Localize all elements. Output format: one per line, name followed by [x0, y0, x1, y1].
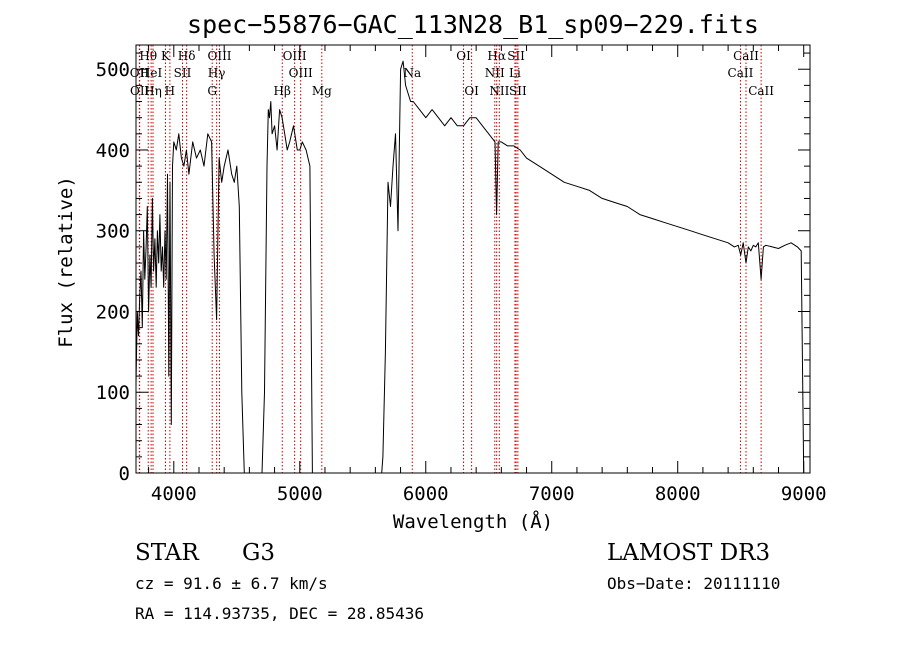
object-class: STAR — [135, 540, 199, 566]
x-tick-label: 8000 — [655, 483, 701, 505]
line-marker-label: OI — [456, 49, 471, 63]
y-axis-ticks: 0 100 200 300 400 500 — [96, 52, 810, 485]
object-subclass: G3 — [242, 540, 275, 566]
line-marker-label: Na — [403, 66, 421, 80]
x-axis-label: Wavelength (Å) — [393, 510, 553, 533]
y-tick-label: 100 — [96, 382, 130, 404]
line-marker-label: OIII — [283, 49, 307, 63]
line-marker-label: CaII — [748, 84, 774, 98]
line-marker-label: Hη — [144, 84, 162, 98]
x-tick-label: 5000 — [277, 483, 323, 505]
line-marker-label: SII — [509, 84, 527, 98]
y-tick-label: 500 — [96, 59, 130, 81]
line-marker-label: NII — [489, 84, 509, 98]
line-marker-label: SII — [507, 49, 525, 63]
line-marker-label: OI — [464, 84, 479, 98]
x-tick-label: 7000 — [529, 483, 575, 505]
line-marker-label: SII — [174, 66, 192, 80]
y-tick-label: 200 — [96, 301, 130, 323]
redshift-text: cz = 91.6 ± 6.7 km/s — [135, 574, 328, 593]
line-marker-label: CaII — [733, 49, 759, 63]
line-marker-label: CaII — [728, 66, 754, 80]
line-marker-label: Hθ — [139, 49, 157, 63]
line-marker-label: OIII — [289, 66, 313, 80]
spectrum-series — [135, 60, 805, 474]
x-tick-label: 9000 — [781, 483, 827, 505]
spectrum-line-0 — [135, 60, 805, 474]
y-axis-label: Flux (relative) — [55, 176, 77, 348]
chart-title: spec−55876−GAC_113N28_B1_sp09−229.fits — [187, 10, 759, 39]
line-marker-label: OIII — [207, 49, 231, 63]
line-marker-label: NII — [485, 66, 505, 80]
line-marker-label: HeI — [140, 66, 163, 80]
line-marker-label: G — [207, 84, 217, 98]
line-marker-label: OII — [130, 84, 150, 98]
line-marker-label: Li — [509, 66, 521, 80]
x-axis-ticks: 4000 5000 6000 7000 8000 9000 — [148, 45, 827, 505]
line-marker-label: Hβ — [274, 84, 291, 98]
line-marker-label: K — [161, 49, 171, 63]
plot-frame — [135, 44, 811, 474]
y-tick-label: 400 — [96, 140, 130, 162]
x-tick-label: 4000 — [151, 483, 197, 505]
y-tick-label: 0 — [119, 463, 130, 485]
survey-label: LAMOST DR3 — [607, 540, 770, 566]
line-marker-label: Mg — [312, 84, 332, 98]
line-marker-label: H — [165, 84, 175, 98]
y-tick-label: 300 — [96, 221, 130, 243]
obs-date-text: Obs−Date: 20111110 — [607, 574, 780, 593]
line-marker-label: Hγ — [208, 66, 226, 80]
line-marker-label: Hα — [487, 49, 506, 63]
line-marker-label: Hδ — [178, 49, 196, 63]
coordinates-text: RA = 114.93735, DEC = 28.85436 — [135, 604, 424, 623]
x-tick-label: 6000 — [403, 483, 449, 505]
